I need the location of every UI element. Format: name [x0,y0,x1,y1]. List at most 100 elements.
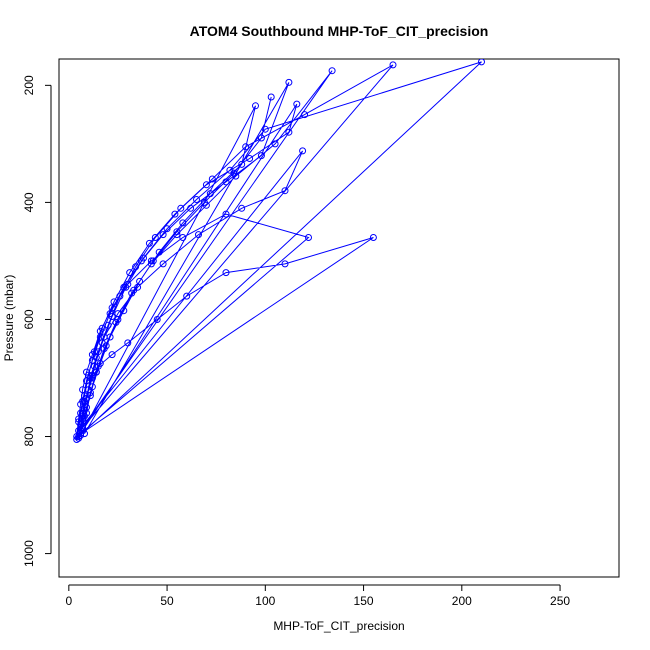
data-point [177,204,185,212]
chart-title: ATOM4 Southbound MHP-ToF_CIT_precision [190,23,489,39]
plot-frame [58,58,620,578]
data-point [171,210,179,218]
y-tick-label: 600 [22,309,36,329]
data-point [285,128,293,136]
data-point [145,239,153,247]
data-point [285,78,293,86]
data-point [96,359,104,367]
data-point [195,231,202,239]
data-point [252,102,259,110]
data-point [98,324,106,332]
data-point [293,100,301,108]
data-point [116,292,124,300]
data-point [238,160,246,168]
data-point [478,59,485,66]
data-point [261,125,269,133]
data-point [173,228,181,236]
data-point [369,234,377,241]
y-tick-label: 200 [22,75,36,95]
series-layer [73,59,485,443]
data-point [159,231,167,239]
x-tick-label: 100 [255,594,275,608]
data-point [132,263,140,271]
x-tick-label: 50 [160,594,174,608]
data-point [257,152,265,160]
x-axis-label: MHP-ToF_CIT_precision [273,619,404,633]
data-point [281,260,289,268]
x-tick-label: 150 [354,594,374,608]
data-point [83,403,90,411]
x-tick-label: 250 [550,594,570,608]
data-point [267,93,275,101]
data-point [120,307,128,315]
x-tick-label: 200 [452,594,472,608]
data-point [183,292,191,300]
data-point [108,351,116,359]
data-point [124,339,132,347]
data-point [147,257,155,265]
data-point [88,356,96,364]
data-point [122,283,130,291]
y-axis-label: Pressure (mbar) [2,275,16,362]
data-point [187,204,195,212]
data-point [230,169,238,177]
data-point [242,143,250,151]
y-tick-label: 800 [22,426,36,446]
data-point [155,248,163,256]
data-point [173,231,181,239]
data-point [114,316,122,323]
data-point [79,424,87,432]
data-point [281,187,289,195]
data-point [202,181,210,189]
x-tick-label: 0 [65,594,72,608]
data-point [301,111,309,119]
data-point [149,257,157,265]
data-point [163,225,171,233]
data-point [193,196,200,203]
data-point [140,254,147,262]
data-point [222,178,230,186]
data-point [126,269,134,277]
data-point [110,298,118,306]
data-point [90,348,98,356]
data-point [108,313,116,320]
data-point [208,175,216,183]
data-point [159,260,167,268]
data-point [328,67,336,75]
data-point [130,286,138,294]
data-point [151,234,159,241]
y-tick-label: 1000 [22,540,36,567]
data-point [179,219,187,227]
series-group [73,59,485,443]
data-point [246,155,254,162]
y-axis: 200 400 600 800 1000 [22,75,52,567]
data-point [206,190,214,198]
data-point [222,210,230,218]
data-point [222,269,230,277]
series-line [76,61,482,440]
data-point [77,431,85,439]
data-point [88,383,96,391]
data-point [305,234,312,241]
data-point [136,277,144,285]
data-point [299,147,307,155]
data-point [92,368,100,376]
data-point [120,283,128,291]
data-point [81,412,88,420]
data-point [86,392,94,400]
data-point [200,198,208,206]
x-axis: 0 50 100 150 200 250 [65,584,570,608]
data-point [238,204,246,212]
data-point [104,321,112,329]
data-point [271,140,279,148]
data-point [102,342,110,350]
y-tick-label: 400 [22,192,36,212]
data-point [106,333,114,341]
data-point [94,348,102,356]
data-point [389,61,397,69]
data-point [153,316,161,323]
data-point [83,377,90,385]
data-point [179,234,187,241]
data-point [257,134,265,142]
